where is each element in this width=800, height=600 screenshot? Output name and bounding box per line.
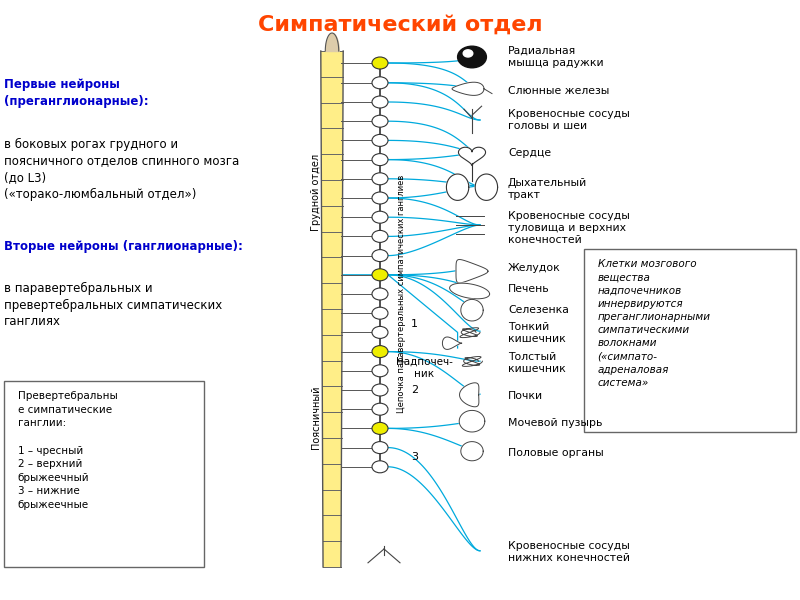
Polygon shape xyxy=(459,410,485,432)
Polygon shape xyxy=(461,299,483,321)
Text: Селезенка: Селезенка xyxy=(508,305,569,315)
Text: Превертебральны
е симпатические
ганглии:

1 – чресный
2 – верхний
брыжеечный
3 –: Превертебральны е симпатические ганглии:… xyxy=(18,391,118,510)
Polygon shape xyxy=(475,174,498,200)
Text: Сердце: Сердце xyxy=(508,148,551,158)
Text: Половые органы: Половые органы xyxy=(508,448,604,458)
Text: Радиальная
мышца радужки: Радиальная мышца радужки xyxy=(508,46,604,68)
Text: 3: 3 xyxy=(411,452,418,462)
Text: Тонкий
кишечник: Тонкий кишечник xyxy=(508,322,566,344)
Polygon shape xyxy=(456,260,488,283)
Polygon shape xyxy=(452,82,484,95)
Text: Поясничный: Поясничный xyxy=(311,385,321,449)
Circle shape xyxy=(372,230,388,242)
Circle shape xyxy=(372,250,388,262)
Circle shape xyxy=(372,346,388,358)
Circle shape xyxy=(372,77,388,89)
Text: Клетки мозгового
вещества
надпочечников
иннервируются
преганглионарными
симпатич: Клетки мозгового вещества надпочечников … xyxy=(598,259,710,388)
Circle shape xyxy=(372,192,388,204)
Polygon shape xyxy=(459,383,479,407)
Circle shape xyxy=(372,461,388,473)
Circle shape xyxy=(372,365,388,377)
Circle shape xyxy=(372,422,388,434)
Circle shape xyxy=(463,50,473,57)
Text: в паравертебральных и
превертебральных симпатических
ганглиях: в паравертебральных и превертебральных с… xyxy=(4,282,222,328)
Circle shape xyxy=(372,384,388,396)
Text: Слюнные железы: Слюнные железы xyxy=(508,86,610,96)
Circle shape xyxy=(372,307,388,319)
Circle shape xyxy=(372,57,388,69)
Text: Желудок: Желудок xyxy=(508,263,561,273)
FancyBboxPatch shape xyxy=(584,249,796,432)
Polygon shape xyxy=(458,147,486,166)
Text: Кровеносные сосуды
туловища и верхних
конечностей: Кровеносные сосуды туловища и верхних ко… xyxy=(508,211,630,245)
Text: в боковых рогах грудного и
поясничного отделов спинного мозга
(до L3)
(«торако-л: в боковых рогах грудного и поясничного о… xyxy=(4,138,239,201)
Text: Первые нейроны
(преганглионарные):: Первые нейроны (преганглионарные): xyxy=(4,78,149,107)
Text: Кровеносные сосуды
головы и шеи: Кровеносные сосуды головы и шеи xyxy=(508,109,630,131)
Text: Толстый
кишечник: Толстый кишечник xyxy=(508,352,566,374)
Text: Цепочка паравертеральных симпатических ганглиев: Цепочка паравертеральных симпатических г… xyxy=(397,175,406,413)
Text: Печень: Печень xyxy=(508,284,550,294)
Circle shape xyxy=(372,288,388,300)
FancyBboxPatch shape xyxy=(4,381,204,567)
Circle shape xyxy=(458,46,486,68)
Polygon shape xyxy=(321,51,343,567)
Circle shape xyxy=(372,403,388,415)
Text: Кровеносные сосуды
нижних конечностей: Кровеносные сосуды нижних конечностей xyxy=(508,541,630,563)
Polygon shape xyxy=(446,174,469,200)
Polygon shape xyxy=(450,283,490,299)
Circle shape xyxy=(372,134,388,146)
Text: Надпочеч-
ник: Надпочеч- ник xyxy=(395,357,453,379)
Polygon shape xyxy=(461,442,483,461)
Circle shape xyxy=(372,154,388,166)
Text: Почки: Почки xyxy=(508,391,543,401)
Circle shape xyxy=(372,442,388,454)
Text: Вторые нейроны (ганглионарные):: Вторые нейроны (ганглионарные): xyxy=(4,240,243,253)
Circle shape xyxy=(372,115,388,127)
Text: Грудной отдел: Грудной отдел xyxy=(311,154,321,230)
Text: Симпатический отдел: Симпатический отдел xyxy=(258,15,542,35)
Text: Дыхательный
тракт: Дыхательный тракт xyxy=(508,178,587,200)
Text: Мочевой пузырь: Мочевой пузырь xyxy=(508,418,602,428)
Circle shape xyxy=(372,96,388,108)
Circle shape xyxy=(372,211,388,223)
Polygon shape xyxy=(442,337,462,349)
Text: 2: 2 xyxy=(411,385,418,395)
Circle shape xyxy=(372,269,388,281)
Circle shape xyxy=(372,173,388,185)
Text: 1: 1 xyxy=(411,319,418,329)
Circle shape xyxy=(372,326,388,338)
